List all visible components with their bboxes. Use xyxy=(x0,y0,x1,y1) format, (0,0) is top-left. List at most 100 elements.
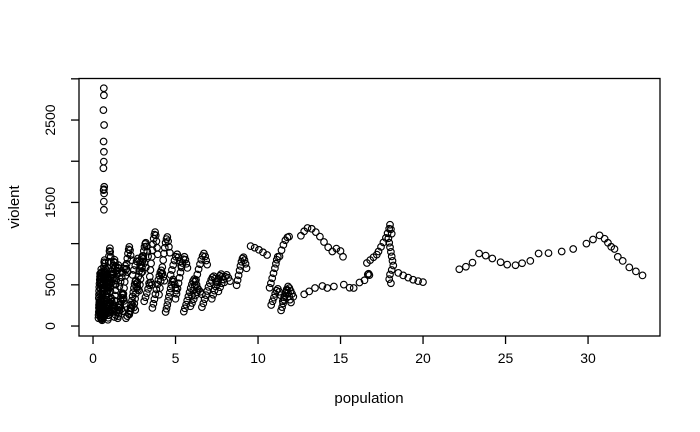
data-point xyxy=(385,238,394,247)
data-point xyxy=(255,245,263,254)
data-point xyxy=(172,290,181,298)
data-point xyxy=(203,260,212,269)
data-point xyxy=(198,303,206,311)
data-point xyxy=(339,280,348,289)
data-point xyxy=(241,259,250,268)
data-point xyxy=(278,297,287,306)
data-point xyxy=(97,281,105,290)
data-point xyxy=(95,290,103,299)
data-point xyxy=(355,278,364,287)
data-point xyxy=(268,274,277,283)
data-point xyxy=(399,271,408,280)
data-point xyxy=(131,306,140,314)
data-point xyxy=(100,205,108,214)
data-point xyxy=(179,307,188,316)
data-point xyxy=(131,261,140,270)
data-point xyxy=(142,289,151,297)
y-tick-label: 2500 xyxy=(42,104,58,135)
data-point xyxy=(189,295,198,304)
data-point xyxy=(99,186,108,194)
y-tick-label: 1500 xyxy=(42,187,58,218)
data-point xyxy=(144,252,152,261)
data-point xyxy=(104,282,113,291)
data-point xyxy=(100,189,108,198)
data-point xyxy=(99,164,108,173)
data-point xyxy=(419,278,427,286)
data-point xyxy=(263,251,271,259)
data-point xyxy=(387,252,396,261)
data-point xyxy=(199,299,208,308)
data-point xyxy=(99,137,108,146)
data-point xyxy=(100,147,108,156)
plot-box xyxy=(78,77,661,337)
data-point xyxy=(349,284,358,292)
data-point xyxy=(339,252,347,261)
data-point xyxy=(115,282,124,291)
data-point xyxy=(330,282,338,291)
data-point xyxy=(387,266,396,274)
x-tick-label: 20 xyxy=(415,350,431,366)
data-point xyxy=(386,243,394,252)
data-point xyxy=(163,233,172,241)
data-point xyxy=(150,295,159,304)
data-point xyxy=(135,257,144,265)
data-point xyxy=(119,290,128,298)
data-point xyxy=(165,248,174,257)
data-point xyxy=(216,283,224,292)
data-point xyxy=(111,262,120,271)
data-point xyxy=(234,271,243,280)
data-point xyxy=(169,261,178,269)
data-point xyxy=(388,257,397,265)
x-tick-label: 5 xyxy=(172,350,180,366)
data-point xyxy=(128,271,137,279)
data-point xyxy=(289,292,298,301)
data-point xyxy=(589,235,597,244)
data-point xyxy=(569,245,578,253)
data-point xyxy=(111,258,119,267)
data-point xyxy=(105,306,114,315)
data-point xyxy=(181,255,190,264)
data-point xyxy=(192,276,200,284)
data-point xyxy=(168,266,176,274)
data-point xyxy=(177,261,185,270)
data-point xyxy=(404,273,413,282)
data-point xyxy=(202,256,211,265)
data-point xyxy=(115,301,124,310)
data-point xyxy=(193,270,202,279)
data-point xyxy=(194,265,203,274)
data-point xyxy=(242,264,251,273)
data-point xyxy=(246,242,255,250)
data-point xyxy=(384,234,393,243)
data-point xyxy=(389,261,398,270)
data-points xyxy=(94,84,647,325)
data-point xyxy=(106,244,114,253)
data-point xyxy=(151,228,159,236)
data-point xyxy=(265,283,274,292)
x-tick-label: 25 xyxy=(498,350,514,366)
data-point xyxy=(610,245,619,253)
data-point xyxy=(198,290,206,299)
data-point xyxy=(305,287,314,296)
data-point xyxy=(149,299,158,308)
data-point xyxy=(311,228,320,236)
data-point xyxy=(278,303,286,311)
data-point xyxy=(320,238,328,246)
data-point xyxy=(126,246,134,255)
data-point xyxy=(365,271,374,279)
data-point xyxy=(285,232,293,241)
data-point xyxy=(182,259,191,268)
data-point xyxy=(345,283,354,292)
data-point xyxy=(360,276,369,285)
data-point xyxy=(240,256,249,264)
data-point xyxy=(188,299,196,307)
data-point xyxy=(126,251,135,260)
data-point xyxy=(174,253,183,262)
data-point xyxy=(100,121,108,129)
data-point xyxy=(267,279,275,288)
data-point xyxy=(613,252,622,261)
data-point xyxy=(171,294,180,303)
data-point xyxy=(207,294,216,303)
data-point xyxy=(95,283,104,292)
